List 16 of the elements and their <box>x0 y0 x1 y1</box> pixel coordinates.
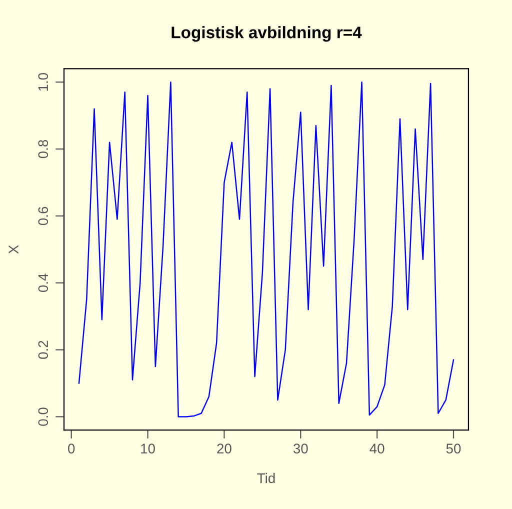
y-tick-label: 0.8 <box>38 140 48 158</box>
y-tick-label: 0.4 <box>38 274 48 292</box>
x-tick-label: 50 <box>446 444 461 454</box>
x-tick-label: 30 <box>293 444 308 454</box>
y-tick-label: 0.6 <box>38 206 48 226</box>
line-series <box>78 81 454 418</box>
y-tick-label: 0.0 <box>38 408 48 426</box>
y-axis-title: X <box>8 245 18 254</box>
x-tick-label: 10 <box>141 444 155 454</box>
chart-title: Logistisk avbildning r=4 <box>172 26 362 42</box>
x-tick-label: 0 <box>68 444 75 454</box>
x-tick-label: 20 <box>217 444 232 454</box>
y-tick-label: 1.0 <box>38 72 48 91</box>
x-tick-label: 40 <box>370 444 384 454</box>
x-axis-title: Tid <box>257 472 275 484</box>
y-tick-label: 0.2 <box>38 340 48 359</box>
